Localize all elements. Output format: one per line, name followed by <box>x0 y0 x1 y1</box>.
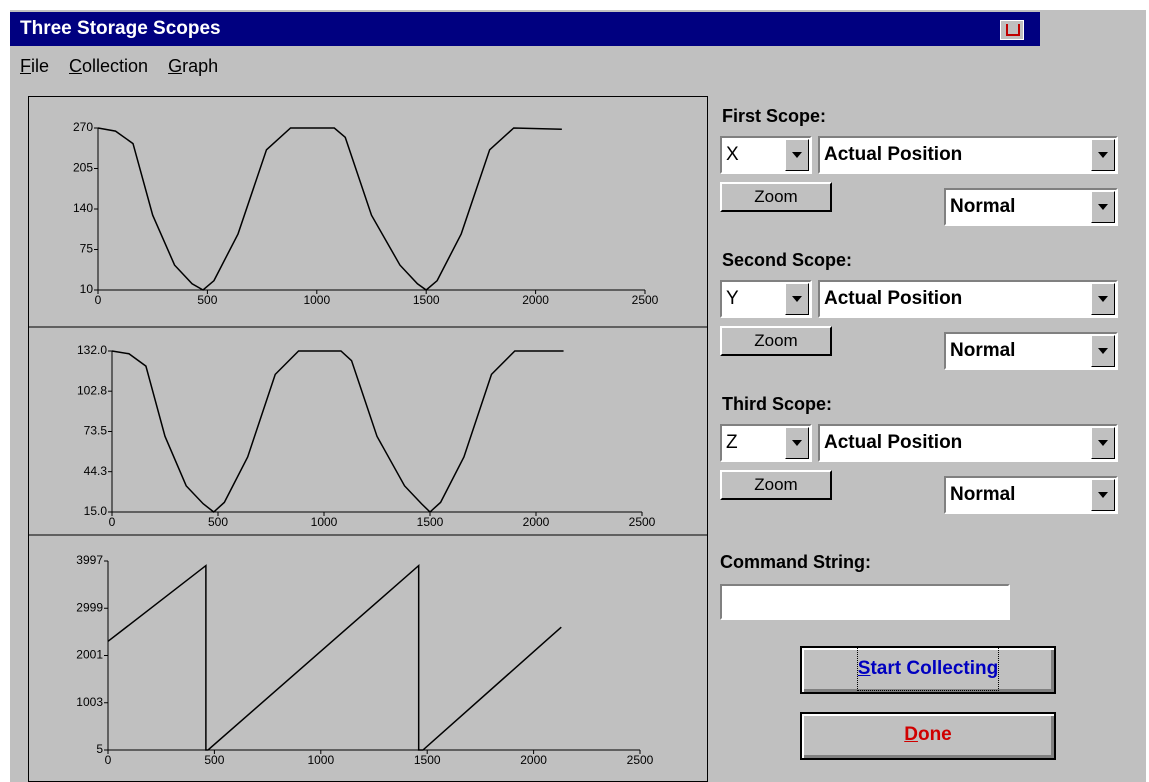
dropdown-arrow[interactable] <box>785 427 809 459</box>
menu-bar: File Collection Graph <box>20 56 238 77</box>
scope-label-text: First Scope: <box>722 106 827 126</box>
x-tick-label: 1500 <box>417 515 444 529</box>
signal-select-text: Actual Position <box>824 288 963 309</box>
dropdown-arrow[interactable] <box>1091 427 1115 459</box>
axis-select-text: X <box>726 144 739 165</box>
scope-label-text: Third Scope: <box>722 394 833 414</box>
zoom-button[interactable]: Zoom <box>720 182 832 212</box>
y-tick-label: 140 <box>73 201 93 215</box>
y-tick-label: 10 <box>80 282 94 296</box>
x-tick-label: 500 <box>204 753 224 767</box>
axis-select-text: Z <box>726 432 738 453</box>
scope-panel: 10 75 140 205 270 0 500 1000 1500 2000 2500 15.0 44.… <box>28 96 708 782</box>
zoom-button-text: Zoom <box>754 475 798 494</box>
title-bar: Three Storage Scopes <box>10 12 1040 46</box>
x-tick-label: 500 <box>197 293 217 307</box>
start-label: Start Collecting <box>856 647 1000 691</box>
x-tick-label: 1000 <box>307 753 334 767</box>
command-input[interactable] <box>720 584 1010 620</box>
x-tick-label: 0 <box>105 753 112 767</box>
axis-select[interactable]: X <box>720 136 812 174</box>
window: Three Storage Scopes File Collection Graph… <box>10 10 1146 782</box>
y-tick-label: 44.3 <box>84 464 108 478</box>
x-tick-label: 2000 <box>520 753 547 767</box>
mode-select[interactable]: Normal <box>944 332 1118 370</box>
menu-item[interactable]: File <box>20 56 50 76</box>
signal-select[interactable]: Actual Position <box>818 424 1118 462</box>
signal-select[interactable]: Actual Position <box>818 280 1118 318</box>
mode-select-text: Normal <box>950 484 1016 505</box>
x-tick-label: 0 <box>109 515 116 529</box>
y-tick-label: 205 <box>73 161 93 175</box>
x-tick-label: 500 <box>208 515 228 529</box>
y-tick-label: 15.0 <box>84 504 108 518</box>
signal-select-text: Actual Position <box>824 432 963 453</box>
y-tick-label: 75 <box>80 242 94 256</box>
dropdown-arrow[interactable] <box>1091 191 1115 223</box>
mode-select[interactable]: Normal <box>944 476 1118 514</box>
start-button[interactable]: Start Collecting <box>800 646 1056 694</box>
x-tick-label: 2000 <box>523 515 550 529</box>
zoom-button[interactable]: Zoom <box>720 326 832 356</box>
signal-select-text: Actual Position <box>824 144 963 165</box>
dropdown-arrow[interactable] <box>1091 139 1115 171</box>
x-tick-label: 2500 <box>627 753 654 767</box>
zoom-button[interactable]: Zoom <box>720 470 832 500</box>
dropdown-arrow[interactable] <box>1091 335 1115 367</box>
trace <box>107 563 562 751</box>
mode-select-text: Normal <box>950 340 1016 361</box>
dropdown-arrow[interactable] <box>1091 479 1115 511</box>
y-tick-label: 270 <box>73 120 93 134</box>
mode-select[interactable]: Normal <box>944 188 1118 226</box>
menu-item[interactable]: Graph <box>168 56 219 76</box>
window-title: Three Storage Scopes <box>20 18 221 39</box>
scope-label: Second Scope: <box>722 250 852 271</box>
y-tick-label: 1003 <box>76 695 103 709</box>
zoom-button-text: Zoom <box>754 331 798 350</box>
dropdown-arrow[interactable] <box>1091 283 1115 315</box>
x-tick-label: 2500 <box>632 293 659 307</box>
y-tick-label: 102.8 <box>77 383 107 397</box>
app-icon[interactable] <box>1000 20 1024 40</box>
x-tick-label: 2000 <box>522 293 549 307</box>
done-button[interactable]: Done <box>800 712 1056 760</box>
dropdown-arrow[interactable] <box>785 139 809 171</box>
trace <box>111 350 564 514</box>
zoom-button-text: Zoom <box>754 187 798 206</box>
y-tick-label: 2001 <box>76 648 103 662</box>
mode-select-text: Normal <box>950 196 1016 217</box>
scope-label-text: Second Scope: <box>722 250 853 270</box>
y-tick-label: 73.5 <box>84 424 108 438</box>
scope-label: First Scope: <box>722 106 826 127</box>
trace <box>97 127 562 291</box>
y-tick-label: 132.0 <box>77 343 107 357</box>
x-tick-label: 2500 <box>629 515 656 529</box>
command-label: Command String: <box>720 552 871 572</box>
axis-select-text: Y <box>726 288 739 309</box>
x-tick-label: 1500 <box>413 293 440 307</box>
scope-label: Third Scope: <box>722 394 832 415</box>
x-tick-label: 0 <box>95 293 102 307</box>
dropdown-arrow[interactable] <box>785 283 809 315</box>
axis-select[interactable]: Z <box>720 424 812 462</box>
axis-select[interactable]: Y <box>720 280 812 318</box>
y-tick-label: 2999 <box>76 600 103 614</box>
x-tick-label: 1000 <box>311 515 338 529</box>
menu-item[interactable]: Collection <box>69 56 149 76</box>
y-tick-label: 3997 <box>76 553 103 567</box>
done-label: Done <box>904 724 952 745</box>
x-tick-label: 1500 <box>414 753 441 767</box>
y-tick-label: 5 <box>96 742 103 756</box>
x-tick-label: 1000 <box>303 293 330 307</box>
signal-select[interactable]: Actual Position <box>818 136 1118 174</box>
